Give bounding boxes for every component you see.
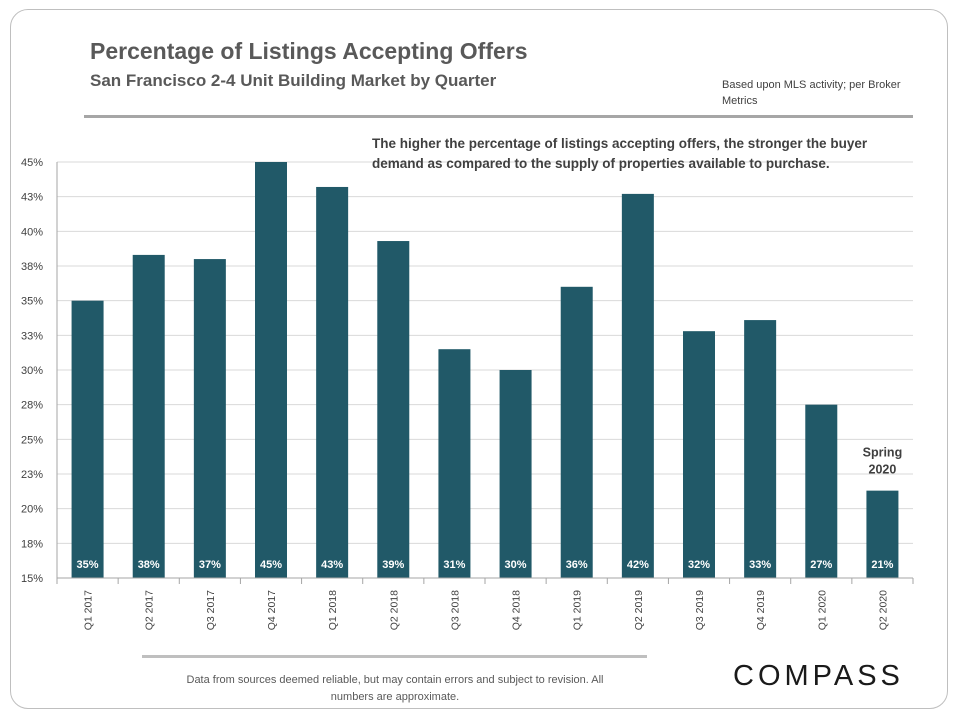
bar: [377, 241, 410, 579]
page-subtitle: San Francisco 2-4 Unit Building Market b…: [90, 71, 497, 90]
callout-label: 2020: [869, 463, 897, 477]
bar-data-label: 35%: [77, 559, 99, 571]
bar-data-label: 39%: [382, 559, 404, 571]
bar-data-label: 42%: [627, 559, 649, 571]
bar: [316, 186, 349, 578]
y-tick-label: 38%: [21, 261, 43, 273]
bar: [560, 286, 593, 578]
bar: [71, 300, 104, 578]
bar-data-label: 38%: [138, 559, 160, 571]
bar: [683, 331, 715, 578]
bar: [193, 259, 226, 578]
x-tick-label: Q2 2019: [633, 590, 645, 630]
bar-data-label: 36%: [566, 559, 588, 571]
bar: [499, 370, 532, 578]
y-tick-label: 20%: [21, 504, 43, 516]
x-tick-label: Q1 2017: [83, 590, 95, 630]
bar-data-label: 32%: [688, 559, 710, 571]
x-tick-label: Q4 2018: [511, 590, 523, 630]
callout-label: Spring: [863, 446, 903, 460]
y-tick-label: 25%: [21, 434, 43, 446]
y-tick-label: 23%: [21, 469, 43, 481]
bar: [438, 349, 471, 578]
y-tick-label: 40%: [21, 226, 43, 238]
bar-data-label: 33%: [749, 559, 771, 571]
chart-annotation: The higher the percentage of listings ac…: [372, 136, 868, 171]
x-tick-label: Q1 2020: [816, 590, 828, 630]
bar-data-label: 31%: [443, 559, 465, 571]
y-tick-label: 30%: [21, 365, 43, 377]
x-tick-label: Q3 2019: [694, 590, 706, 630]
bar-data-label: 45%: [260, 559, 282, 571]
x-tick-label: Q1 2018: [327, 590, 339, 630]
bar-data-label: 27%: [810, 559, 832, 571]
footer-disclaimer: Data from sources deemed reliable, but m…: [186, 674, 604, 703]
y-tick-label: 18%: [21, 538, 43, 550]
x-tick-label: Q1 2019: [572, 590, 584, 630]
bar: [866, 490, 899, 578]
y-tick-label: 43%: [21, 192, 43, 204]
page-title: Percentage of Listings Accepting Offers: [90, 38, 528, 64]
bar: [255, 162, 287, 578]
x-tick-label: Q2 2017: [144, 590, 156, 630]
y-tick-label: 28%: [21, 400, 43, 412]
source-note: Based upon MLS activity; per Broker Metr…: [722, 79, 901, 107]
y-tick-label: 33%: [21, 330, 43, 342]
bar: [744, 320, 777, 578]
x-tick-label: Q2 2018: [388, 590, 400, 630]
x-tick-label: Q4 2017: [266, 590, 278, 630]
bar-data-label: 37%: [199, 559, 221, 571]
footer-divider: [142, 655, 647, 658]
bar: [132, 254, 165, 578]
bar-data-label: 21%: [871, 559, 893, 571]
slide-frame: [10, 9, 948, 709]
x-tick-label: Q2 2020: [877, 590, 889, 630]
x-tick-label: Q3 2017: [205, 590, 217, 630]
bar-data-label: 43%: [321, 559, 343, 571]
bar-data-label: 30%: [505, 559, 527, 571]
x-tick-label: Q3 2018: [449, 590, 461, 630]
x-tick-label: Q4 2019: [755, 590, 767, 630]
bar: [621, 193, 654, 579]
y-tick-label: 45%: [21, 157, 43, 169]
y-tick-label: 35%: [21, 296, 43, 308]
y-tick-label: 15%: [21, 573, 43, 585]
header-divider: [84, 115, 913, 118]
bar: [805, 404, 838, 578]
compass-logo: COMPASS: [733, 660, 904, 692]
